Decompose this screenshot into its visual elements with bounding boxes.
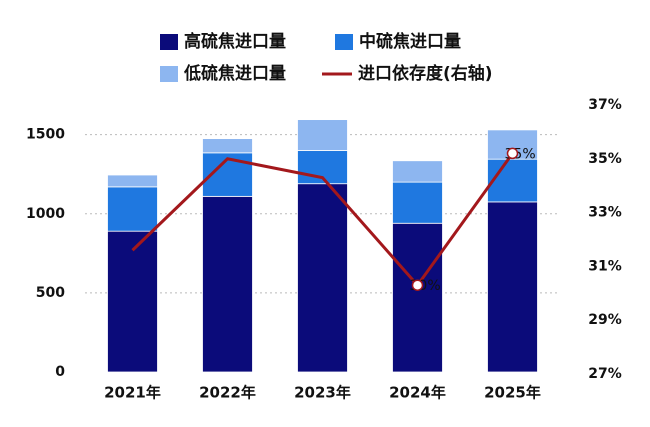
bar	[392, 222, 443, 373]
bar	[297, 119, 348, 151]
bar	[202, 195, 253, 373]
y-tick-label: 1000	[26, 206, 65, 222]
x-tick-label: 2021年	[104, 384, 161, 402]
line	[131, 152, 514, 288]
bar	[392, 181, 443, 224]
legend-label: 中硫焦进口量	[359, 31, 461, 52]
y2-tick-label: 33%	[588, 205, 622, 221]
y-tick-label: 1500	[26, 127, 65, 143]
bar	[487, 201, 538, 373]
legend-label: 低硫焦进口量	[183, 63, 286, 84]
y2-tick-label: 27%	[588, 366, 622, 382]
legend-label: 高硫焦进口量	[184, 31, 286, 52]
bar	[107, 230, 158, 373]
legend-label: 进口依存度(右轴)	[358, 63, 493, 84]
x-tick-label: 2022年	[199, 384, 256, 402]
y2-tick-label: 31%	[588, 258, 622, 274]
y-tick-label: 0	[55, 364, 65, 380]
legend-swatch	[335, 34, 353, 50]
legend-swatch	[160, 34, 178, 50]
marker	[506, 147, 519, 160]
x-tick-label: 2025年	[484, 384, 541, 402]
bar	[297, 183, 348, 373]
x-tick-label: 2023年	[294, 384, 351, 402]
y2-tick-label: 35%	[588, 151, 622, 167]
legend-swatch	[160, 66, 178, 82]
bar	[392, 160, 443, 183]
bar	[202, 138, 253, 154]
y2-tick-label: 29%	[588, 312, 622, 328]
bar	[487, 158, 538, 203]
x-tick-label: 2024年	[389, 384, 446, 402]
bar	[107, 186, 158, 232]
y2-tick-label: 37%	[588, 97, 622, 113]
marker	[411, 279, 424, 291]
y-tick-label: 500	[36, 285, 65, 301]
bar	[107, 174, 158, 188]
